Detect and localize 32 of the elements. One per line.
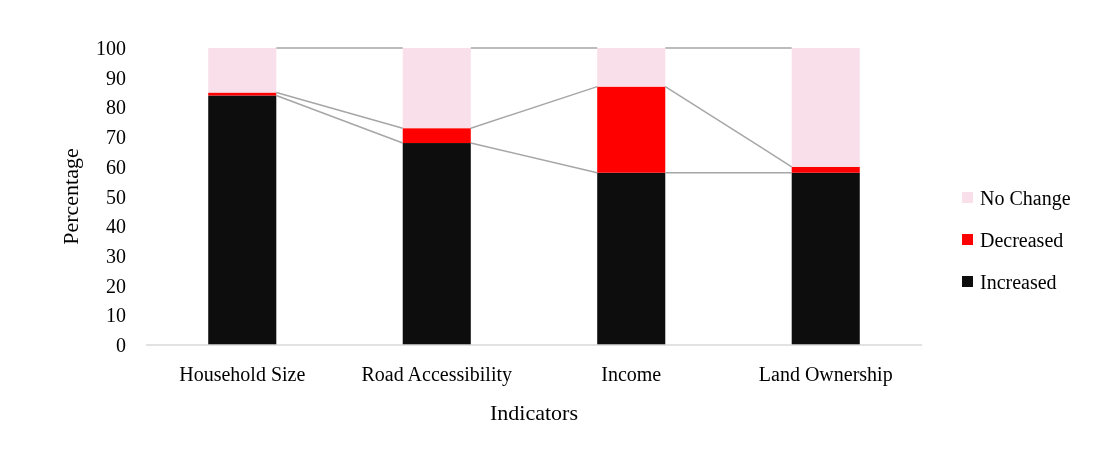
legend-label: Decreased xyxy=(980,229,1064,251)
bar xyxy=(597,172,666,345)
x-tick-label: Land Ownership xyxy=(758,363,893,386)
bar xyxy=(791,48,860,167)
y-tick-label: 10 xyxy=(106,304,126,327)
bar xyxy=(402,143,471,345)
y-tick-label: 20 xyxy=(106,274,126,297)
y-tick-label: 30 xyxy=(106,244,126,267)
y-tick-label: 50 xyxy=(106,185,126,208)
bar xyxy=(791,166,860,173)
y-tick-label: 100 xyxy=(96,37,126,59)
y-tick-label: 70 xyxy=(106,126,126,149)
bar xyxy=(791,172,860,345)
y-tick-label: 0 xyxy=(116,334,126,356)
y-tick-label: 80 xyxy=(106,96,126,119)
y-tick-label: 60 xyxy=(106,155,126,178)
y-tick-label: 40 xyxy=(106,215,126,238)
x-tick-label: Household Size xyxy=(179,363,306,385)
y-tick-label: 90 xyxy=(106,66,126,89)
bar xyxy=(402,48,471,129)
x-tick-label: Road Accessibility xyxy=(361,363,513,386)
legend-label: Increased xyxy=(980,271,1057,293)
bar xyxy=(597,48,666,87)
bar xyxy=(208,48,277,93)
x-axis-title: Indicators xyxy=(490,400,578,425)
bar xyxy=(208,92,277,96)
bar xyxy=(402,128,471,144)
x-tick-label: Income xyxy=(601,363,662,385)
bar xyxy=(597,86,666,173)
legend-label: No Change xyxy=(980,187,1071,210)
bar xyxy=(208,95,277,345)
y-axis-title: Percentage xyxy=(58,148,83,245)
